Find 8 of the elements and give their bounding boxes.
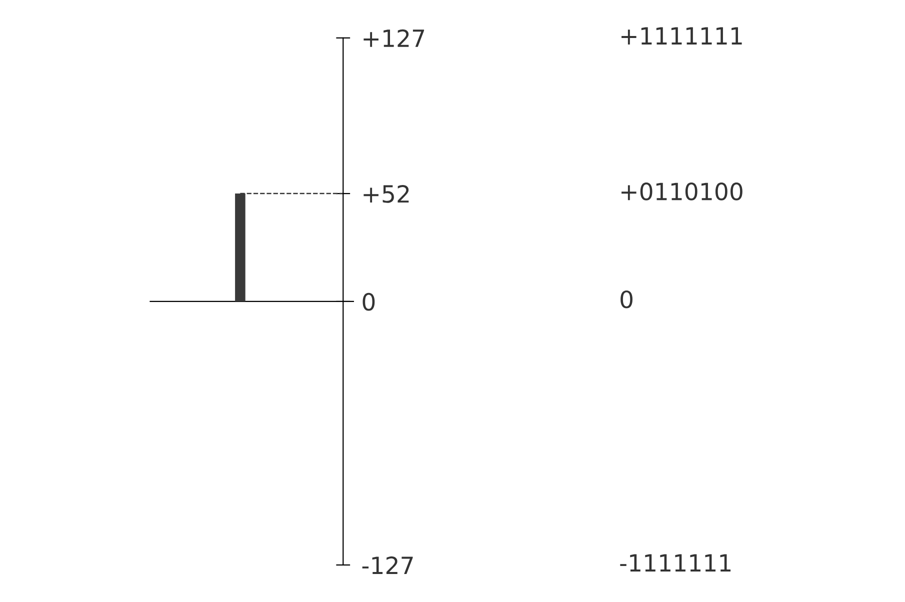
y-tick-label: -127	[362, 556, 413, 574]
y-tick-label: +127	[364, 29, 424, 47]
text: 0	[620, 290, 632, 308]
text: +1111111	[622, 27, 742, 44]
text: -1111111	[620, 554, 731, 572]
y-tick-label: 0	[362, 292, 375, 311]
text: +0110100	[622, 182, 742, 200]
y-tick-label: +52	[364, 185, 409, 203]
